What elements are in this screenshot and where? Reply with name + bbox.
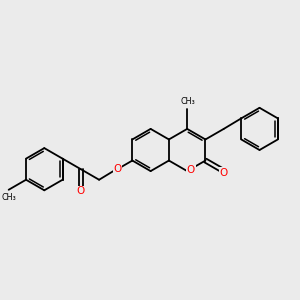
Text: O: O — [113, 164, 122, 175]
Text: O: O — [219, 168, 227, 178]
Text: O: O — [77, 186, 85, 196]
Text: CH₃: CH₃ — [1, 193, 16, 202]
Text: O: O — [187, 165, 195, 175]
Text: CH₃: CH₃ — [180, 97, 195, 106]
